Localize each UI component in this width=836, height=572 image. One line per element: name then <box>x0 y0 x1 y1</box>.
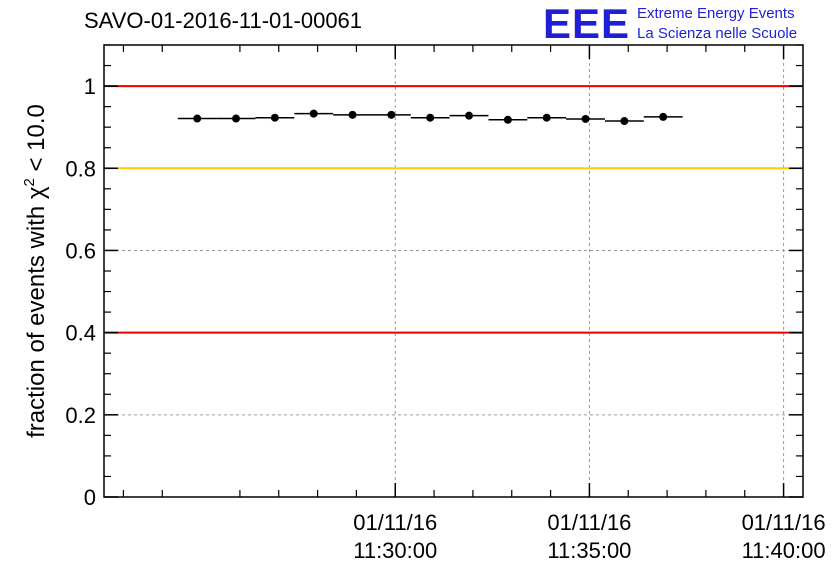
y-tick-label: 0 <box>84 485 96 510</box>
y-tick-label: 0.6 <box>65 238 96 263</box>
data-point <box>426 113 435 122</box>
logo-line-1: Extreme Energy Events <box>637 5 795 22</box>
data-layer <box>177 109 683 126</box>
y-axis-label-suffix: < 10.0 <box>23 104 50 178</box>
y-tick-label: 0.4 <box>65 321 96 346</box>
y-axis-label: fraction of events with χ2 < 10.0 <box>21 104 50 438</box>
data-point <box>309 109 318 118</box>
y-tick-label: 1 <box>84 74 96 99</box>
eee-logo-mark: EEE <box>543 0 631 47</box>
y-axis-label-chi: χ <box>23 186 50 199</box>
x-tick-label-date: 01/11/16 <box>547 510 631 535</box>
grid-layer <box>104 45 803 497</box>
data-point <box>270 113 279 122</box>
data-point <box>542 113 551 122</box>
data-point <box>659 112 668 121</box>
chart-title: SAVO-01-2016-11-01-00061 <box>84 8 363 33</box>
data-point <box>348 110 357 119</box>
data-point <box>232 114 241 123</box>
eee-logo: EEE Extreme Energy Events La Scienza nel… <box>543 2 833 46</box>
x-tick-label-time: 11:35:00 <box>547 538 631 563</box>
reference-lines <box>104 85 803 334</box>
x-tick-label-date: 01/11/16 <box>353 510 437 535</box>
data-point <box>581 114 590 123</box>
y-axis-label-exponent: 2 <box>21 178 38 186</box>
data-point <box>387 110 396 119</box>
x-tick-label-time: 11:40:00 <box>742 538 826 563</box>
data-point <box>503 115 512 124</box>
data-point <box>193 114 202 123</box>
plot-frame <box>103 44 804 498</box>
x-tick-label-date: 01/11/16 <box>742 510 826 535</box>
x-tick-label-time: 11:30:00 <box>353 538 437 563</box>
y-axis-label-prefix: fraction of events with <box>23 199 50 438</box>
axis-layer: 0 0.2 0.4 0.6 0.8 1 01/11/16 11:30:00 01/11/16 11… <box>65 44 826 563</box>
y-tick-label: 0.8 <box>65 156 96 181</box>
logo-line-2: La Scienza nelle Scuole <box>637 25 798 42</box>
data-point <box>620 117 629 126</box>
data-point <box>465 111 474 120</box>
y-tick-label: 0.2 <box>65 403 96 428</box>
